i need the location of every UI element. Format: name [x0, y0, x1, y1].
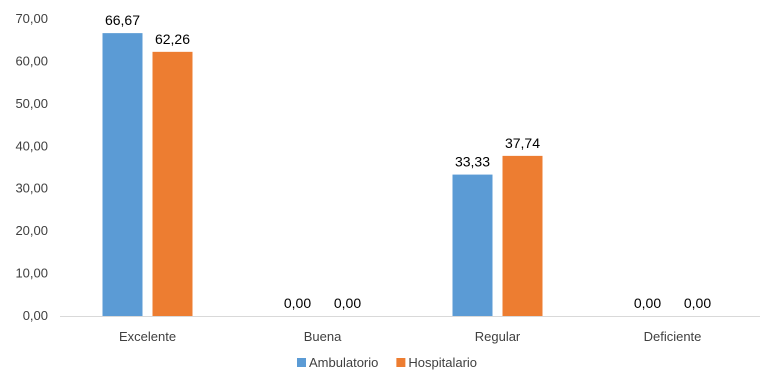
data-label: 37,74 [505, 135, 540, 151]
y-tick-label: 0,00 [23, 308, 48, 323]
legend-swatch-ambulatorio [297, 358, 306, 367]
data-label: 62,26 [155, 31, 190, 47]
y-tick-label: 10,00 [15, 266, 48, 281]
x-category-label: Regular [475, 329, 521, 344]
x-category-label: Excelente [119, 329, 176, 344]
x-axis: Excelente Buena Regular Deficiente [60, 316, 760, 344]
y-axis: 0,00 10,00 20,00 30,00 40,00 50,00 60,00 70,00 [15, 11, 48, 323]
y-tick-label: 50,00 [15, 96, 48, 111]
data-label: 33,33 [455, 154, 490, 170]
y-tick-label: 20,00 [15, 223, 48, 238]
legend-label: Ambulatorio [309, 355, 378, 370]
y-tick-label: 70,00 [15, 11, 48, 26]
legend: Ambulatorio Hospitalario [297, 355, 477, 370]
data-label: 66,67 [105, 12, 140, 28]
x-category-label: Deficiente [644, 329, 702, 344]
data-label: 0,00 [634, 295, 661, 311]
y-tick-label: 60,00 [15, 53, 48, 68]
bar-hospitalario-regular [502, 155, 543, 316]
legend-label: Hospitalario [408, 355, 477, 370]
legend-swatch-hospitalario [396, 358, 406, 367]
bar-ambulatorio-excelente [102, 33, 143, 316]
bars [102, 33, 543, 316]
bar-hospitalario-excelente [152, 51, 193, 316]
bar-ambulatorio-regular [452, 174, 493, 316]
data-label: 0,00 [334, 295, 361, 311]
y-tick-label: 30,00 [15, 181, 48, 196]
x-category-label: Buena [304, 329, 342, 344]
y-tick-label: 40,00 [15, 138, 48, 153]
data-label: 0,00 [284, 295, 311, 311]
data-label: 0,00 [684, 295, 711, 311]
data-labels: 66,67 0,00 33,33 0,00 62,26 0,00 37,74 0,00 [105, 12, 711, 311]
